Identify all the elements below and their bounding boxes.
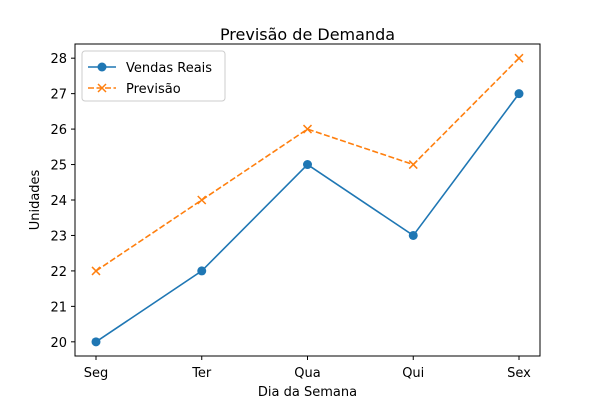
- x-axis-label: Dia da Semana: [258, 385, 357, 400]
- series-vendas-reais-point: [197, 266, 207, 276]
- series-vendas-reais-point: [514, 89, 524, 99]
- legend-item-previsao-point: [97, 83, 107, 93]
- x-tick-label: Sex: [507, 366, 531, 381]
- chart-title: Previsão de Demanda: [220, 25, 395, 44]
- y-axis-label: Unidades: [28, 169, 43, 230]
- legend-item-vendas-reais: Vendas Reais: [88, 61, 212, 76]
- series-vendas-reais: [91, 89, 524, 347]
- series-previsao-point: [302, 124, 313, 134]
- legend-item-previsao-label: Previsão: [126, 82, 181, 97]
- legend-box: [81, 50, 226, 102]
- series-previsao-point: [408, 160, 418, 170]
- series-previsao: [91, 53, 524, 276]
- y-tick-label: 25: [50, 159, 67, 174]
- y-tick-label: 21: [50, 300, 67, 315]
- series-vendas-reais-point: [408, 230, 418, 240]
- series-previsao-point: [197, 195, 207, 205]
- legend-item-vendas-reais-label: Vendas Reais: [126, 61, 212, 76]
- y-axis: 20 21 22 23 24 25 26 27 28: [50, 52, 75, 351]
- x-tick-label: Seg: [84, 366, 109, 381]
- x-tick-label: Qui: [402, 366, 424, 381]
- y-tick-label: 24: [50, 194, 67, 209]
- y-tick-label: 23: [50, 229, 67, 244]
- y-tick-label: 28: [50, 52, 67, 67]
- series-vendas-reais-point: [91, 337, 101, 347]
- legend: Vendas Reais Previsão: [81, 50, 226, 102]
- series-previsao-point: [514, 53, 524, 63]
- y-tick-label: 22: [50, 265, 67, 280]
- y-tick-label: 27: [50, 88, 67, 103]
- x-axis: Seg Ter Qua Qui Sex: [84, 356, 531, 381]
- y-tick-label: 20: [50, 336, 67, 351]
- legend-item-previsao: Previsão: [88, 82, 181, 97]
- x-tick-label: Ter: [191, 366, 212, 381]
- legend-item-vendas-reais-point: [97, 62, 107, 72]
- x-tick-label: Qua: [294, 366, 320, 381]
- y-tick-label: 26: [50, 123, 67, 138]
- series-previsao-point: [91, 266, 101, 276]
- series-vendas-reais-point: [303, 160, 312, 170]
